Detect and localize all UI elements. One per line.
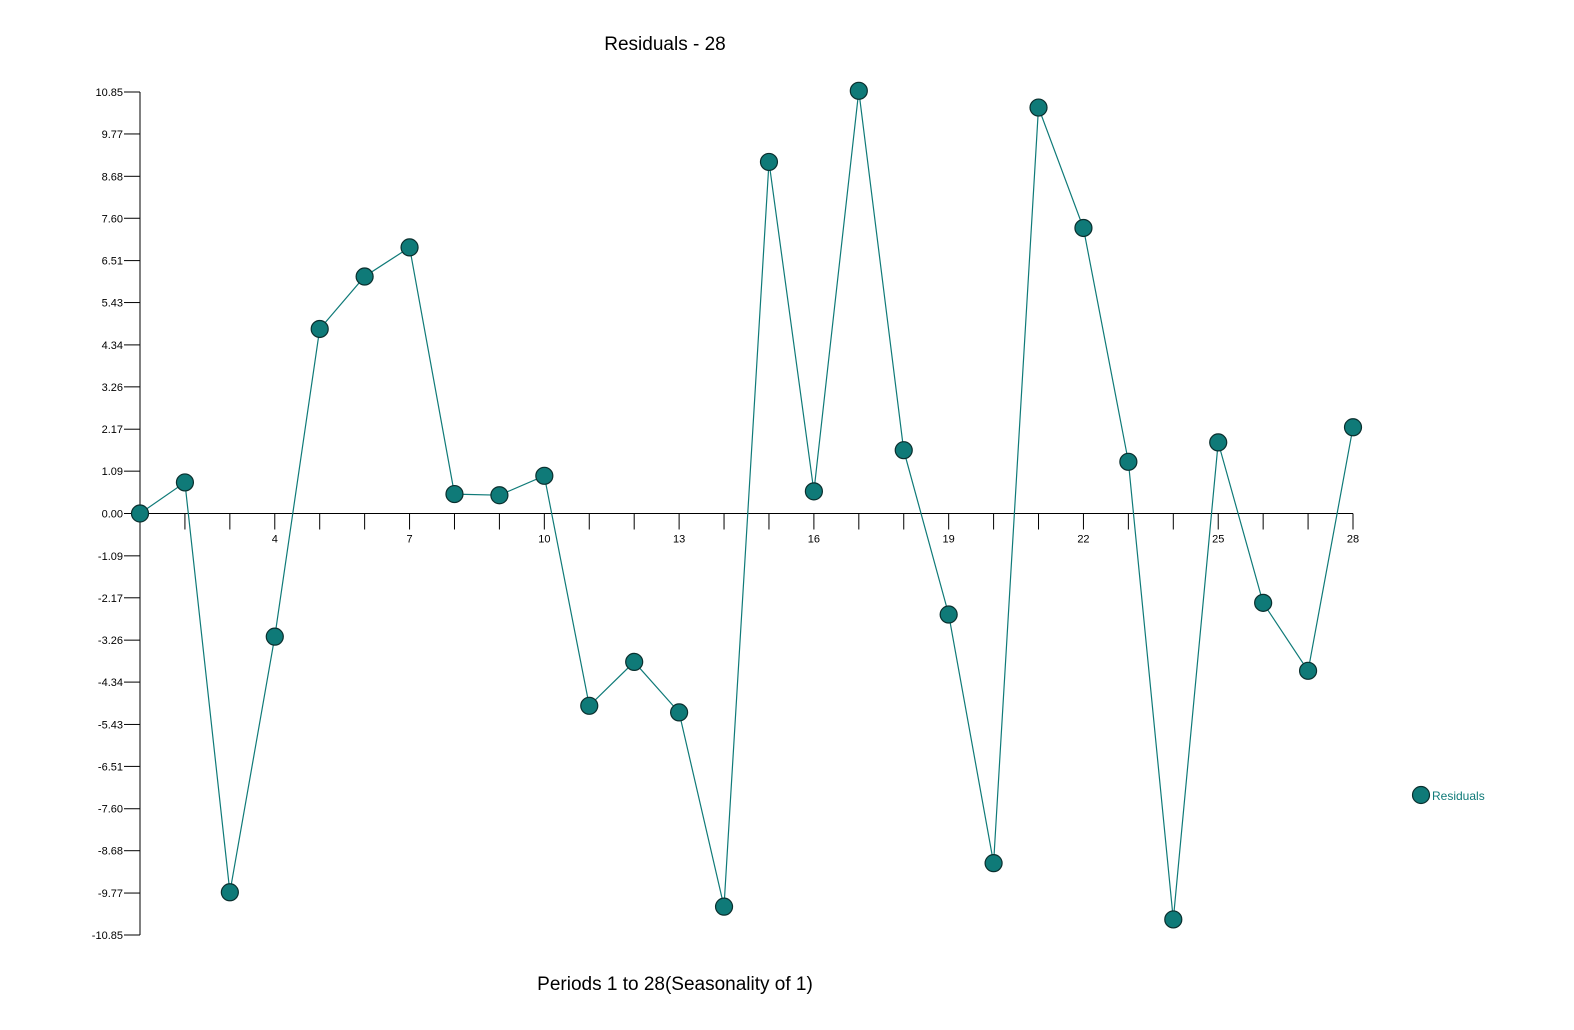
- x-tick-label: 16: [808, 534, 820, 546]
- y-tick-label: 6.51: [102, 256, 123, 268]
- chart-title: Residuals - 28: [604, 34, 725, 55]
- y-tick-label: -9.77: [98, 888, 123, 900]
- data-point: [355, 267, 374, 286]
- data-point: [1029, 98, 1048, 117]
- series-line-path: [139, 90, 1354, 920]
- series-points: [130, 81, 1363, 929]
- y-tick-label: -2.17: [98, 593, 123, 605]
- y-tick-label: 4.34: [102, 340, 123, 352]
- data-point: [400, 238, 419, 257]
- data-point: [1254, 593, 1273, 612]
- data-point: [759, 152, 779, 172]
- y-tick-label: 10.85: [95, 87, 123, 99]
- data-point: [220, 883, 239, 902]
- data-point: [490, 486, 509, 505]
- data-point: [580, 696, 599, 715]
- x-tick-label: 4: [272, 534, 278, 546]
- data-point: [1119, 452, 1138, 471]
- y-tick-label: -8.68: [98, 846, 123, 858]
- data-point: [175, 473, 195, 492]
- y-tick-label: 3.26: [102, 382, 123, 394]
- x-axis-label: Periods 1 to 28(Seasonality of 1): [537, 974, 813, 995]
- data-point: [894, 441, 913, 460]
- data-point: [130, 504, 150, 523]
- y-tick-label: 9.77: [102, 129, 123, 141]
- data-point: [535, 466, 554, 485]
- data-point: [984, 854, 1003, 873]
- x-tick-label: 13: [673, 534, 685, 546]
- x-tick-label: 7: [406, 534, 412, 546]
- data-point: [1298, 661, 1318, 680]
- legend-label: Residuals: [1432, 789, 1485, 803]
- y-tick-label: -4.34: [98, 677, 123, 689]
- y-tick-label: -5.43: [98, 719, 123, 731]
- data-point: [310, 319, 329, 339]
- y-tick-label: -7.60: [98, 804, 123, 816]
- y-tick-label: 7.60: [102, 213, 123, 225]
- legend-marker: [1411, 785, 1431, 805]
- data-point: [1209, 433, 1228, 452]
- x-tick-label: 28: [1347, 534, 1359, 546]
- y-tick-label: -3.26: [98, 635, 123, 647]
- x-tick-label: 10: [538, 534, 550, 546]
- legend: Residuals: [1411, 785, 1485, 805]
- data-point: [1343, 418, 1363, 437]
- data-point: [625, 652, 644, 671]
- y-tick-label: 2.17: [102, 424, 123, 436]
- data-point: [714, 897, 734, 916]
- x-tick-label: 22: [1077, 534, 1089, 546]
- data-point: [804, 482, 823, 501]
- y-tick-label: -10.85: [92, 930, 123, 942]
- y-tick-label: -1.09: [98, 551, 123, 563]
- x-axis: 4 7 10 13 16 19 22 25 28: [140, 513, 1359, 546]
- data-point: [670, 703, 689, 722]
- data-point: [1074, 218, 1093, 238]
- data-point: [265, 627, 284, 646]
- data-point: [445, 484, 464, 504]
- y-axis: 10.85 9.77 8.68 7.60 6.51 5.43 4.34 3.26 2.17 1.0…: [92, 87, 141, 942]
- y-tick-label: 5.43: [102, 298, 123, 310]
- y-tick-label: 8.68: [102, 171, 123, 183]
- y-tick-label: 0.00: [102, 509, 123, 521]
- data-point: [849, 81, 868, 100]
- y-tick-label: -6.51: [98, 761, 123, 773]
- x-tick-label: 19: [943, 534, 955, 546]
- y-tick-label: 1.09: [102, 466, 123, 478]
- data-point: [939, 605, 958, 624]
- series-line: [139, 90, 1354, 920]
- x-tick-label: 25: [1212, 534, 1224, 546]
- data-point: [1164, 910, 1183, 929]
